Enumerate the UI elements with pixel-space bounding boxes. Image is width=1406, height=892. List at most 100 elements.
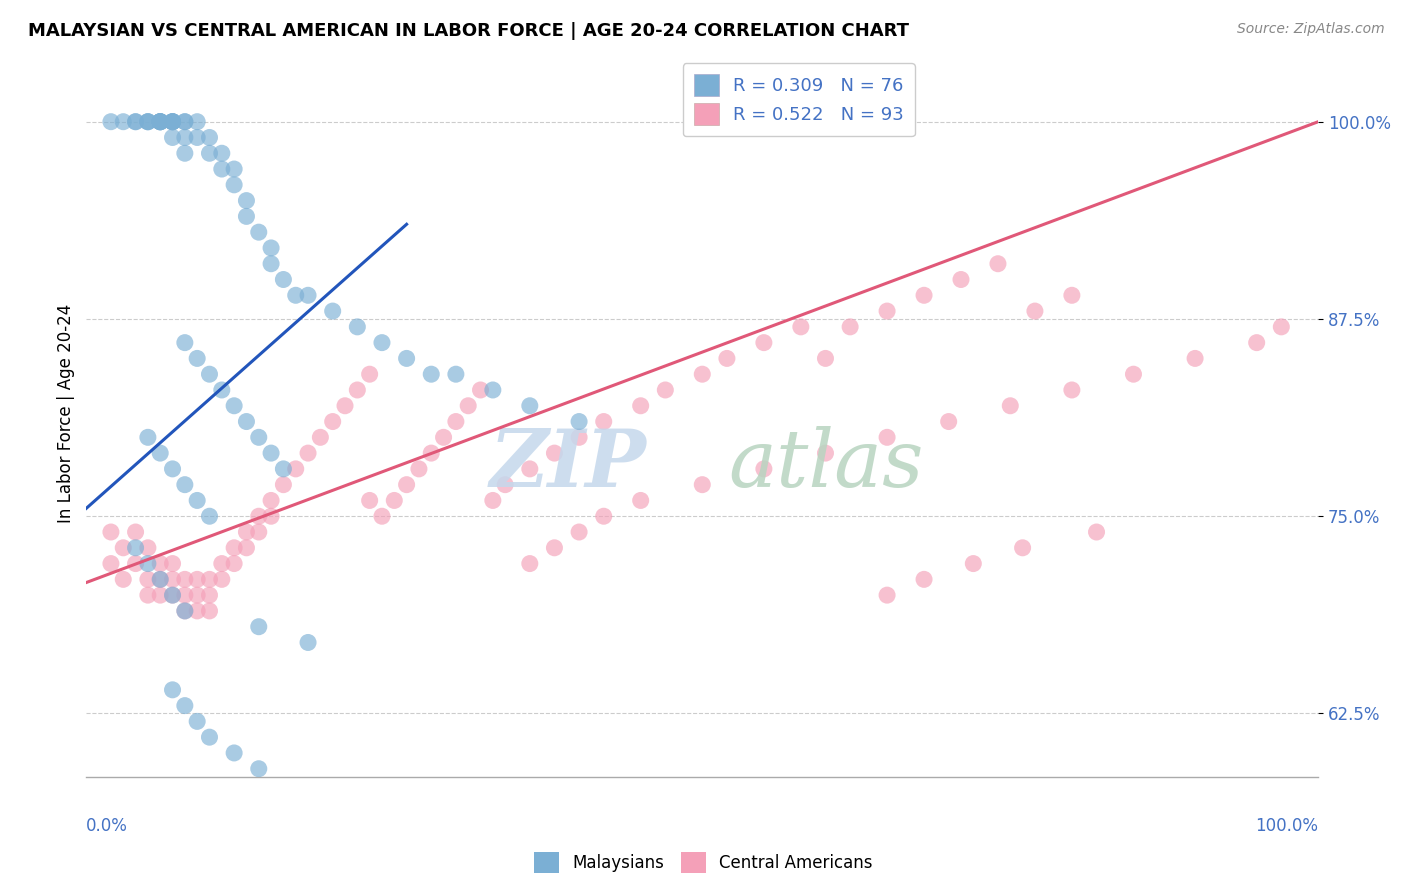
Point xyxy=(162,588,184,602)
Point xyxy=(752,335,775,350)
Point xyxy=(1011,541,1033,555)
Text: Source: ZipAtlas.com: Source: ZipAtlas.com xyxy=(1237,22,1385,37)
Point xyxy=(482,493,505,508)
Point xyxy=(198,509,221,524)
Point xyxy=(149,114,172,128)
Point xyxy=(149,114,172,128)
Point xyxy=(273,462,295,476)
Point xyxy=(198,573,221,587)
Point xyxy=(235,524,257,539)
Point xyxy=(186,573,208,587)
Point xyxy=(224,557,246,571)
Point xyxy=(173,604,195,618)
Point xyxy=(876,304,898,318)
Point xyxy=(149,588,172,602)
Text: 0.0%: 0.0% xyxy=(86,816,128,835)
Point xyxy=(1024,304,1046,318)
Point xyxy=(333,399,356,413)
Point xyxy=(173,604,195,618)
Point xyxy=(284,288,307,302)
Point xyxy=(1000,399,1022,413)
Point xyxy=(149,446,172,460)
Point xyxy=(162,682,184,697)
Point xyxy=(173,114,195,128)
Y-axis label: In Labor Force | Age 20-24: In Labor Force | Age 20-24 xyxy=(58,304,75,524)
Point xyxy=(124,557,146,571)
Point xyxy=(260,241,283,255)
Point xyxy=(136,541,159,555)
Point xyxy=(198,130,221,145)
Point xyxy=(149,557,172,571)
Point xyxy=(359,368,381,382)
Point xyxy=(224,746,246,760)
Point xyxy=(371,335,394,350)
Point xyxy=(100,524,122,539)
Point xyxy=(592,509,614,524)
Point xyxy=(173,588,195,602)
Point xyxy=(211,383,233,397)
Point xyxy=(198,146,221,161)
Point xyxy=(162,114,184,128)
Point xyxy=(273,272,295,286)
Point xyxy=(149,573,172,587)
Point xyxy=(260,257,283,271)
Point xyxy=(162,573,184,587)
Point xyxy=(470,383,492,397)
Point xyxy=(420,446,443,460)
Point xyxy=(950,272,973,286)
Point xyxy=(260,493,283,508)
Point xyxy=(912,573,935,587)
Point xyxy=(297,635,319,649)
Point xyxy=(987,257,1010,271)
Point xyxy=(247,524,270,539)
Point xyxy=(630,399,652,413)
Point xyxy=(420,368,443,382)
Legend: Malaysians, Central Americans: Malaysians, Central Americans xyxy=(527,846,879,880)
Point xyxy=(630,493,652,508)
Point xyxy=(395,477,418,491)
Point xyxy=(1184,351,1206,366)
Point xyxy=(359,493,381,508)
Point xyxy=(876,430,898,444)
Point xyxy=(198,588,221,602)
Point xyxy=(690,477,713,491)
Text: 100.0%: 100.0% xyxy=(1256,816,1319,835)
Point xyxy=(198,368,221,382)
Point xyxy=(162,114,184,128)
Point xyxy=(173,130,195,145)
Point xyxy=(1122,368,1144,382)
Point xyxy=(173,335,195,350)
Point xyxy=(211,162,233,177)
Point xyxy=(494,477,516,491)
Point xyxy=(124,114,146,128)
Point xyxy=(247,430,270,444)
Point xyxy=(654,383,676,397)
Point xyxy=(136,573,159,587)
Point xyxy=(173,477,195,491)
Point xyxy=(839,319,862,334)
Point xyxy=(309,430,332,444)
Point xyxy=(186,493,208,508)
Text: MALAYSIAN VS CENTRAL AMERICAN IN LABOR FORCE | AGE 20-24 CORRELATION CHART: MALAYSIAN VS CENTRAL AMERICAN IN LABOR F… xyxy=(28,22,910,40)
Point xyxy=(519,399,541,413)
Point xyxy=(224,399,246,413)
Point xyxy=(186,130,208,145)
Point xyxy=(1085,524,1108,539)
Point xyxy=(247,225,270,239)
Point xyxy=(100,114,122,128)
Point xyxy=(322,304,344,318)
Point xyxy=(1270,319,1292,334)
Point xyxy=(395,351,418,366)
Point xyxy=(346,383,368,397)
Point xyxy=(1060,383,1083,397)
Point xyxy=(346,319,368,334)
Point xyxy=(260,509,283,524)
Point xyxy=(162,114,184,128)
Point xyxy=(112,114,135,128)
Point xyxy=(1246,335,1268,350)
Point xyxy=(112,541,135,555)
Point xyxy=(457,399,479,413)
Point xyxy=(371,509,394,524)
Point xyxy=(162,130,184,145)
Point xyxy=(186,714,208,729)
